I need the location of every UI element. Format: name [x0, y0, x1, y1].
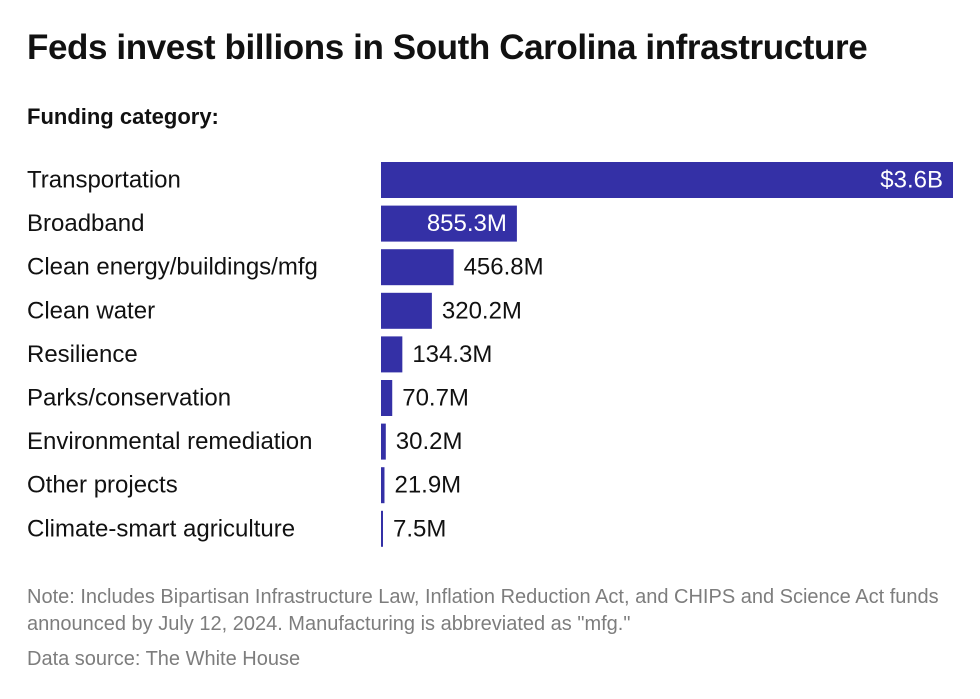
value-label: 320.2M: [442, 297, 522, 324]
value-label: 456.8M: [464, 254, 544, 281]
data-source: Data source: The White House: [27, 648, 301, 670]
bar: [381, 162, 953, 198]
category-label: Resilience: [27, 341, 138, 368]
category-label: Other projects: [27, 472, 178, 499]
bar: [381, 423, 386, 460]
chart-note: Note: Includes Bipartisan Infrastructure…: [27, 586, 939, 635]
category-label: Transportation: [27, 167, 181, 194]
chart-title: Feds invest billions in South Carolina i…: [27, 28, 868, 67]
bar: [381, 336, 403, 373]
value-label: 30.2M: [396, 428, 463, 455]
value-label: 855.3M: [427, 210, 507, 237]
bar: [381, 205, 517, 242]
value-label: 21.9M: [394, 472, 461, 499]
bar: [381, 467, 385, 504]
bar: [381, 510, 383, 547]
category-label: Parks/conservation: [27, 385, 231, 412]
category-label: Broadband: [27, 210, 144, 237]
bar: [381, 380, 393, 416]
value-label: $3.6B: [880, 167, 943, 194]
category-label: Clean water: [27, 297, 155, 324]
category-label: Environmental remediation: [27, 428, 312, 455]
bar: [381, 249, 454, 286]
chart-subtitle: Funding category:: [27, 104, 219, 129]
category-label: Clean energy/buildings/mfg: [27, 254, 318, 281]
value-label: 7.5M: [393, 515, 446, 542]
bar-chart: Transportation $3.6B Broadband 855.3M Clean …: [27, 162, 953, 547]
value-label: 70.7M: [402, 385, 469, 412]
value-label: 134.3M: [412, 341, 492, 368]
bar: [381, 292, 432, 329]
category-label: Climate-smart agriculture: [27, 515, 295, 542]
